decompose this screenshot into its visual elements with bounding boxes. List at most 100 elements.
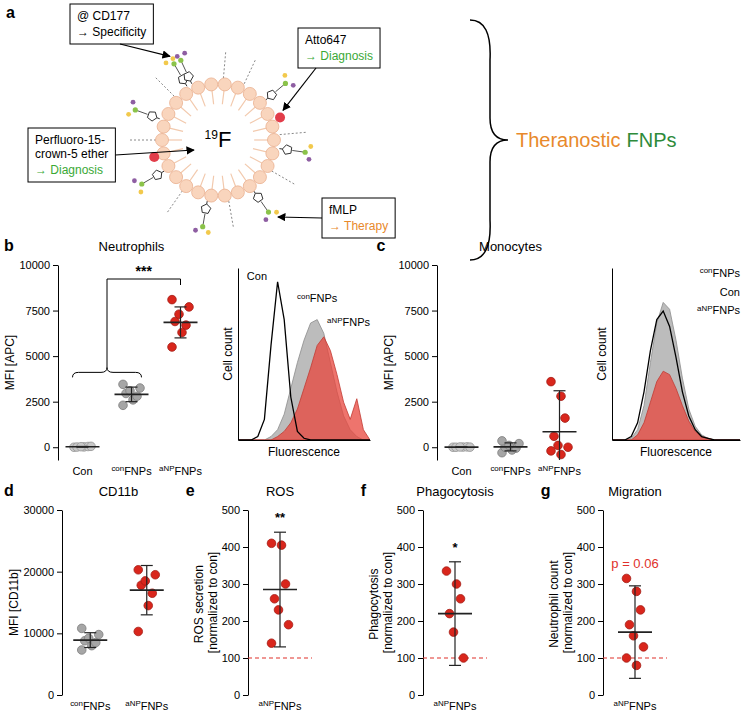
lipid-head [253,96,266,109]
significance-label: *** [136,263,153,279]
histogram-area [238,337,370,440]
panel: 0100200300400500ROS secretion [normalize… [186,482,312,712]
y-tick: 10000 [19,259,58,271]
y-axis-title-line: MFI [CD11b] [7,569,21,636]
y-tick-label: 5000 [26,350,50,362]
y-tick-label: 300 [397,578,415,590]
category-label: aNPFNPs [159,464,202,477]
error-cap [175,337,187,338]
ligand-tip [133,107,138,112]
y-tick: 7500 [26,305,58,317]
lipid-tail [222,89,224,104]
lipid-head [253,171,266,184]
panel-label: g [541,482,551,499]
lipid-head [192,186,205,199]
core-mass: 19 [205,128,219,142]
y-tick: 300 [222,578,248,590]
data-point [144,601,153,610]
dye-sphere [149,152,159,162]
y-axis-title-line: [normalized to con] [206,552,220,653]
data-point [550,432,559,441]
lipid-tail [189,98,198,110]
y-tick-label: 0 [48,689,54,701]
error-cap [449,561,461,562]
ligand-tip [171,61,176,66]
ligand-chain [203,214,205,225]
box-name-line: Perfluoro-15- [35,133,105,147]
label-ground [699,266,742,279]
series-label: aNPFNPs [697,304,740,317]
data-point [274,606,283,615]
y-axis [238,269,239,441]
superscript: con [70,699,83,708]
y-tick-mark [243,621,248,622]
error-cap [629,585,641,586]
lipid-tail [250,116,263,123]
info-box: fMLP→ Therapy [322,198,395,238]
superscript: con [111,464,124,473]
data-point [84,634,93,643]
series-label-group: Con [246,270,268,282]
significance-brace [73,367,142,377]
error-cap [84,647,96,648]
ligand-chain [144,178,154,184]
y-tick: 500 [222,504,248,516]
y-tick-mark [53,402,58,403]
error-cap [456,446,468,447]
ligand-tip [164,60,169,65]
y-tick-label: 200 [577,615,595,627]
label-ground [246,270,268,282]
y-tick-mark [57,695,62,696]
info-box: Atto647→ Diagnosis [298,28,380,68]
y-tick-label: 10000 [19,259,50,271]
y-tick-mark [57,633,62,634]
error-bar [634,586,635,679]
y-axis-line [238,269,239,441]
result-word: FNPs [627,129,677,151]
ligand-tip [132,178,137,183]
panel-title: Neutrophils [99,239,165,254]
y-tick-mark [598,695,603,696]
series-label: Con [720,286,740,298]
y-tick: 10000 [398,259,437,271]
superscript: aNP [125,699,140,708]
peg-chain [168,191,183,212]
y-tick-mark [53,311,58,312]
ligand-tip [200,224,205,229]
lipid-head [266,147,279,160]
panel-title: Monocytes [479,239,542,254]
ligand-tip [206,230,211,235]
x-axis [239,440,371,441]
y-axis: 0100002000030000 [23,504,62,701]
peg-chain [130,140,156,141]
peg-chain [244,60,255,84]
data-point [449,628,458,637]
series-label-group: conFNPs [699,266,742,279]
text-main: FNPs [310,292,338,304]
y-tick-label: 400 [222,541,240,553]
box-name: Atto647 [305,33,347,47]
error-bar [90,633,91,648]
y-tick: 5000 [405,350,437,362]
panel: 0100002000030000MFI [CD11b]CD11bdconFNPs… [4,482,169,712]
lipid-tail [167,139,182,140]
y-tick-mark [418,510,423,511]
pointer-arrow [120,44,170,56]
y-tick-label: 300 [577,578,595,590]
box-name-line: crown-5 ether [35,147,108,161]
y-tick-mark [598,621,603,622]
error-cap [274,532,286,533]
error-bar [131,387,132,402]
y-axis-line [62,511,63,696]
y-tick-label: 10000 [398,259,429,271]
superscript: aNP [327,316,342,325]
error-cap [456,447,468,448]
data-point [632,587,641,596]
lipid-tail [245,164,256,174]
y-tick: 100 [397,652,423,664]
y-tick-mark [432,447,437,448]
maleimide [201,204,210,213]
maleimide [152,170,161,179]
y-tick-label: 500 [222,504,240,516]
data-point [639,643,648,652]
